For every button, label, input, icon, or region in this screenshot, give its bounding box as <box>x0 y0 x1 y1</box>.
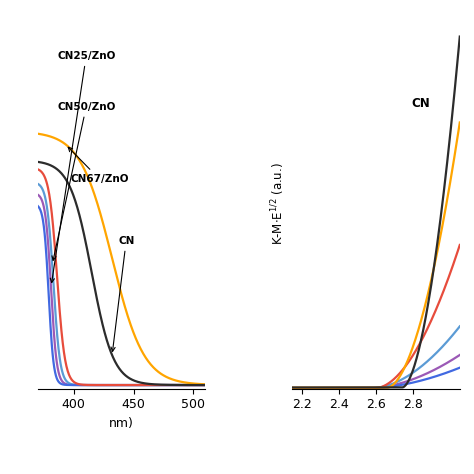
Y-axis label: K-M$\cdot$E$^{1/2}$ (a.u.): K-M$\cdot$E$^{1/2}$ (a.u.) <box>269 163 287 245</box>
Text: CN25/ZnO: CN25/ZnO <box>50 51 116 283</box>
Text: CN: CN <box>111 236 135 351</box>
Text: CN: CN <box>411 97 430 110</box>
X-axis label: nm): nm) <box>109 417 134 430</box>
Text: CN67/ZnO: CN67/ZnO <box>68 147 129 184</box>
Text: CN50/ZnO: CN50/ZnO <box>52 101 116 260</box>
